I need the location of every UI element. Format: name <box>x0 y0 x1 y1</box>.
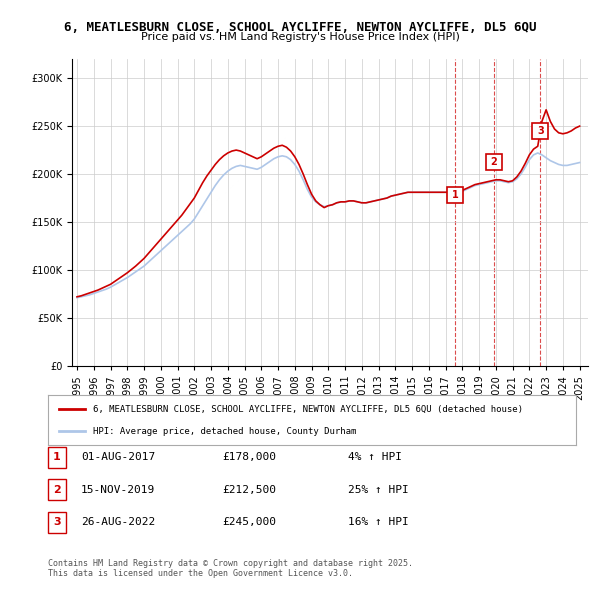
Text: 1: 1 <box>452 190 459 200</box>
Text: HPI: Average price, detached house, County Durham: HPI: Average price, detached house, Coun… <box>93 427 356 436</box>
Text: 01-AUG-2017: 01-AUG-2017 <box>81 453 155 462</box>
Text: Price paid vs. HM Land Registry's House Price Index (HPI): Price paid vs. HM Land Registry's House … <box>140 32 460 42</box>
Text: £178,000: £178,000 <box>222 453 276 462</box>
Text: 16% ↑ HPI: 16% ↑ HPI <box>348 517 409 527</box>
Text: 25% ↑ HPI: 25% ↑ HPI <box>348 485 409 494</box>
Text: 2: 2 <box>53 485 61 494</box>
Text: 1: 1 <box>53 453 61 462</box>
Text: 4% ↑ HPI: 4% ↑ HPI <box>348 453 402 462</box>
Text: 26-AUG-2022: 26-AUG-2022 <box>81 517 155 527</box>
Text: 6, MEATLESBURN CLOSE, SCHOOL AYCLIFFE, NEWTON AYCLIFFE, DL5 6QU: 6, MEATLESBURN CLOSE, SCHOOL AYCLIFFE, N… <box>64 21 536 34</box>
Text: 15-NOV-2019: 15-NOV-2019 <box>81 485 155 494</box>
Text: 3: 3 <box>537 126 544 136</box>
Text: 6, MEATLESBURN CLOSE, SCHOOL AYCLIFFE, NEWTON AYCLIFFE, DL5 6QU (detached house): 6, MEATLESBURN CLOSE, SCHOOL AYCLIFFE, N… <box>93 405 523 414</box>
Text: 2: 2 <box>490 157 497 167</box>
Text: £212,500: £212,500 <box>222 485 276 494</box>
Text: Contains HM Land Registry data © Crown copyright and database right 2025.
This d: Contains HM Land Registry data © Crown c… <box>48 559 413 578</box>
Text: 3: 3 <box>53 517 61 527</box>
Text: £245,000: £245,000 <box>222 517 276 527</box>
